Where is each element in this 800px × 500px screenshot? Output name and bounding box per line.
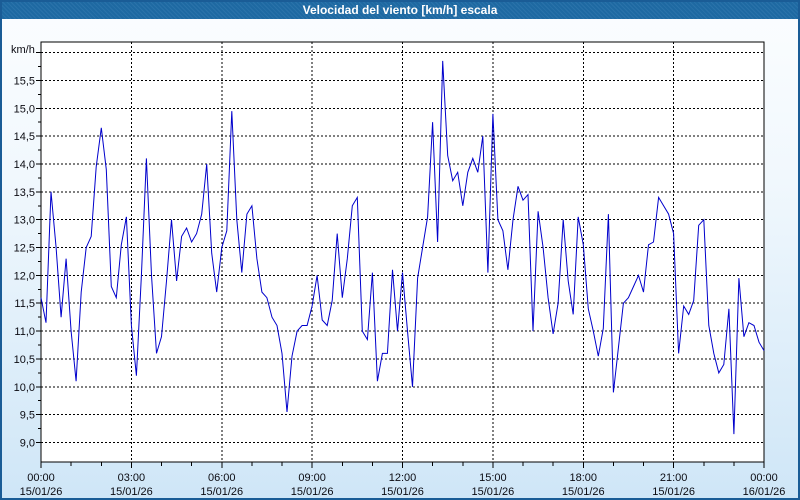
title-bar: Velocidad del viento [km/h] escala: [2, 2, 798, 19]
y-tick-label: 10,5: [14, 354, 35, 366]
x-tick-time-label: 06:00: [208, 472, 236, 484]
x-tick-time-label: 21:00: [660, 472, 688, 484]
x-tick-date-label: 16/01/26: [743, 486, 786, 498]
y-tick-label: 11,0: [14, 326, 35, 338]
x-tick-time-label: 00:00: [27, 472, 55, 484]
y-tick-label: 14,5: [14, 131, 35, 143]
x-tick-time-label: 15:00: [479, 472, 507, 484]
x-tick-date-label: 15/01/26: [471, 486, 514, 498]
y-tick-label: 15,5: [14, 75, 35, 87]
y-tick-label: 9,0: [20, 438, 35, 450]
x-tick-date-label: 15/01/26: [200, 486, 243, 498]
y-tick-label: 13,5: [14, 187, 35, 199]
chart-title: Velocidad del viento [km/h] escala: [302, 3, 498, 17]
x-tick-date-label: 15/01/26: [381, 486, 424, 498]
y-axis-unit-label: km/h: [11, 44, 35, 56]
x-tick-time-label: 00:00: [750, 472, 778, 484]
x-tick-date-label: 15/01/26: [291, 486, 334, 498]
y-tick-label: 12,0: [14, 270, 35, 282]
y-tick-label: 13,0: [14, 215, 35, 227]
x-tick-time-label: 12:00: [389, 472, 417, 484]
wind-speed-line: [40, 60, 765, 435]
x-tick-time-label: 18:00: [569, 472, 597, 484]
y-tick-label: 15,0: [14, 103, 35, 115]
y-tick-label: 12,5: [14, 243, 35, 255]
x-tick-date-label: 15/01/26: [562, 486, 605, 498]
y-tick-label: 14,0: [14, 159, 35, 171]
y-tick-label: 11,5: [14, 298, 35, 310]
x-tick-date-label: 15/01/26: [110, 486, 153, 498]
x-tick-time-label: 03:00: [118, 472, 146, 484]
y-tick-label: 10,0: [14, 382, 35, 394]
x-tick-date-label: 15/01/26: [20, 486, 63, 498]
y-tick-label: 9,5: [20, 410, 35, 422]
x-tick-date-label: 15/01/26: [652, 486, 695, 498]
x-tick-time-label: 09:00: [298, 472, 326, 484]
plot-region: 15,5 15,0 14,5 14,0 13,5 13,0 12,5 12,0 11,5 11,0…: [14, 41, 786, 498]
